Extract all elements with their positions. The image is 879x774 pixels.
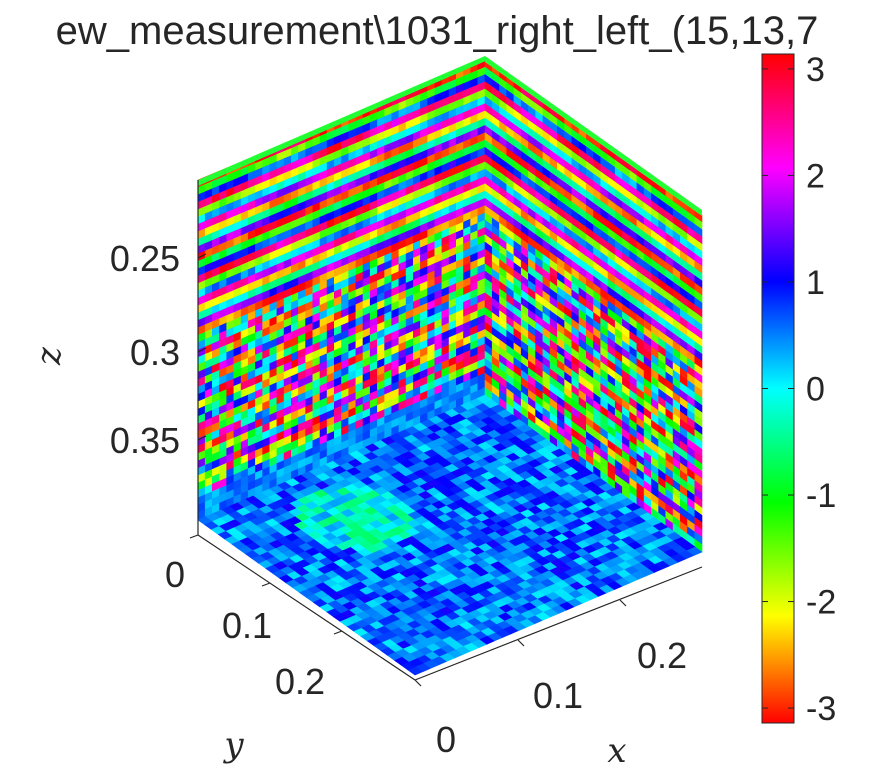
y-tick-mark xyxy=(189,534,199,539)
colorbar-tick-label: 2 xyxy=(806,157,825,195)
x-tick-label: 0.1 xyxy=(533,675,583,716)
y-tick-label: 0.1 xyxy=(222,605,272,646)
volume-slices xyxy=(197,56,703,676)
y-tick-mark xyxy=(333,630,343,635)
y-tick-mark xyxy=(261,582,271,587)
left-back-slice xyxy=(197,59,486,521)
z-axis-label: z xyxy=(29,346,69,366)
x-axis-label: x xyxy=(607,731,626,769)
colorbar-tick-label: 0 xyxy=(806,371,825,409)
colorbar: 3 2 1 0 -1 -2 -3 xyxy=(761,51,836,728)
y-tick-label: 0.2 xyxy=(275,661,325,702)
colorbar-tick-label: 3 xyxy=(806,51,825,89)
x-tick-mark xyxy=(619,599,627,607)
z-tick-label: 0.25 xyxy=(110,238,180,279)
x-tick-mark xyxy=(414,679,422,687)
z-tick-label: 0.35 xyxy=(110,420,180,461)
colorbar-tick-label: 1 xyxy=(806,264,825,302)
chart-title: ew_measurement\1031_right_left_(15,13,7 xyxy=(56,9,819,53)
x-tick-label: 0.2 xyxy=(637,635,687,676)
colorbar-tick-label: -2 xyxy=(806,584,836,622)
colorbar-tick-label: -3 xyxy=(806,690,836,728)
z-ticks: 0.25 0.3 0.35 xyxy=(110,238,207,461)
x-tick-mark xyxy=(517,639,525,647)
colorbar-tick-label: -1 xyxy=(806,477,836,515)
z-tick-label: 0.3 xyxy=(130,332,180,373)
y-axis-label: y xyxy=(222,725,244,765)
x-tick-label: 0 xyxy=(436,719,456,760)
y-tick-label: 0 xyxy=(165,554,185,595)
